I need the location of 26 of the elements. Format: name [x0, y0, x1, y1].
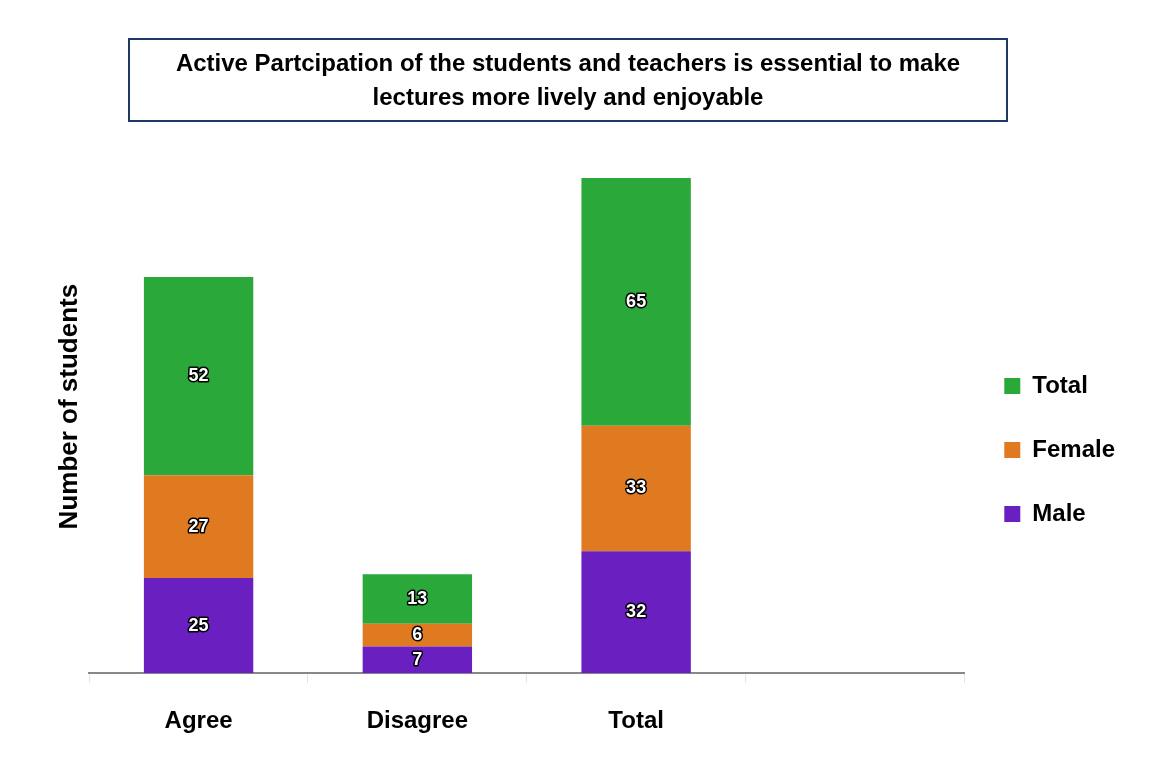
data-label: 65	[626, 290, 647, 311]
legend-label: Female	[1032, 434, 1116, 462]
y-axis-title: Number of students	[52, 283, 83, 530]
bar	[362, 574, 473, 624]
bar	[581, 551, 691, 674]
x-tick-label: Agree	[164, 706, 233, 734]
bar	[362, 623, 473, 647]
bar	[143, 577, 254, 674]
data-label: 6	[412, 624, 423, 645]
bar	[581, 178, 691, 426]
legend-label: Male	[1032, 498, 1086, 526]
chart-title: Active Partcipation of the students and teachers is essential to make lectures more lively and enjoyable	[128, 38, 1008, 122]
data-label: 33	[626, 477, 647, 498]
data-label: 32	[626, 601, 647, 622]
data-label: 52	[188, 365, 209, 386]
bar	[581, 425, 691, 552]
legend-label: Total	[1032, 370, 1088, 398]
bar	[143, 475, 254, 578]
x-tick-label: Disagree	[366, 706, 469, 734]
data-label: 7	[412, 648, 423, 669]
data-label: 13	[407, 587, 428, 608]
data-label: 25	[188, 614, 209, 635]
x-tick-label: Total	[608, 706, 664, 734]
data-label: 27	[188, 515, 209, 536]
bar	[362, 646, 473, 674]
bar	[143, 277, 254, 476]
